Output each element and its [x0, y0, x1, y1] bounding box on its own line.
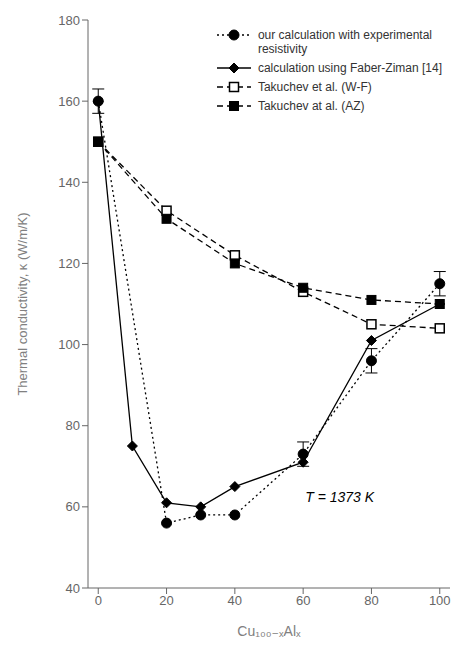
html-text:resistivity: resistivity	[257, 42, 308, 56]
html-text:Takuchev at al. (AZ): Takuchev at al. (AZ)	[257, 99, 365, 113]
svg-text:Cu₁₀₀₋ₓAlₓ: Cu₁₀₀₋ₓAlₓ	[237, 623, 301, 639]
html-text:our calculation with experimen: our calculation with experimental	[257, 28, 432, 42]
svg-text:40: 40	[66, 581, 80, 596]
svg-text:160: 160	[58, 94, 80, 109]
svg-text:100: 100	[429, 593, 451, 608]
svg-text:140: 140	[58, 175, 80, 190]
svg-text:0: 0	[95, 593, 102, 608]
svg-text:Thermal conductivity, κ (W/m/K: Thermal conductivity, κ (W/m/K)	[15, 212, 30, 395]
html-text:calculation using Faber-Ziman: calculation using Faber-Ziman [14]	[257, 61, 442, 75]
svg-text:60: 60	[66, 499, 80, 514]
svg-text:60: 60	[296, 593, 310, 608]
svg-text:120: 120	[58, 256, 80, 271]
svg-text:20: 20	[159, 593, 173, 608]
svg-text:80: 80	[364, 593, 378, 608]
svg-text:180: 180	[58, 13, 80, 28]
html-text:T = 1373 K: T = 1373 K	[305, 489, 375, 506]
svg-text:80: 80	[66, 418, 80, 433]
html-text:Takuchev et al. (W-F): Takuchev et al. (W-F)	[257, 80, 372, 94]
svg-text:40: 40	[228, 593, 242, 608]
svg-text:100: 100	[58, 337, 80, 352]
